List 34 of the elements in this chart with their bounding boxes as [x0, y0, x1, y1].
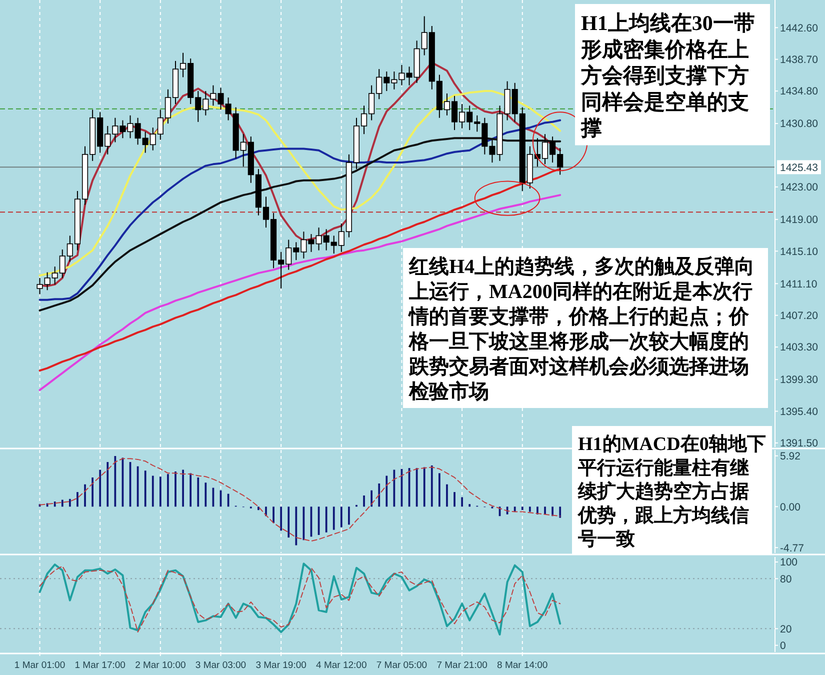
- x-tick-label: 7 Mar 05:00: [376, 660, 428, 671]
- text: H1上均线在30一带形成密集价格在上方会得到支撑下方同样会是空单的支撑: [580, 11, 755, 140]
- x-tick-label: 2 Mar 10:00: [135, 660, 186, 671]
- y-tick-label: 1415.10: [780, 246, 818, 258]
- x-tick-label: 1 Mar 01:00: [14, 660, 66, 671]
- y-tick-label: 1423.00: [780, 182, 818, 194]
- x-tick-label: 7 Mar 21:00: [436, 660, 488, 671]
- y-tick-label: 1411.10: [780, 278, 818, 290]
- y-tick-label: 1391.50: [780, 438, 818, 450]
- y-tick-label: 5.92: [780, 450, 801, 463]
- y-tick-label: 0.00: [780, 501, 801, 514]
- y-tick-label: 1438.70: [780, 54, 818, 66]
- line-series: [39, 458, 561, 542]
- ref-line-label: 1425.43: [780, 162, 818, 174]
- annotation: 红线H4上的趋势线，多次的触及反弹向上运行，MA200同样的在附近是本次行情的首要支撑带，价格上行的起点；价格一旦下坡这里将形成一次较大幅度的跌势交易者面对这样机会必须选择进场检验市场: [407, 255, 755, 403]
- y-tick-label: 1399.30: [780, 374, 818, 386]
- y-tick-label: 80: [780, 573, 792, 586]
- x-tick-label: 3 Mar 03:00: [195, 660, 246, 671]
- text: H1的MACD在0轴地下平行运行能量柱有继续扩大趋势空方占据优势，跟上方均线信号一致: [577, 433, 766, 550]
- y-tick-label: 1407.20: [780, 310, 818, 322]
- y-tick-label: 1430.80: [780, 118, 818, 130]
- x-tick-label: 1 Mar 17:00: [74, 660, 126, 671]
- y-tick-label: 1395.40: [780, 406, 818, 418]
- y-tick-label: 1442.60: [780, 22, 818, 34]
- x-tick-label: 8 Mar 14:00: [497, 660, 548, 671]
- y-tick-label: 1403.30: [780, 342, 818, 354]
- y-tick-label: -4.77: [780, 542, 804, 554]
- y-tick-label: 20: [780, 623, 792, 636]
- y-tick-label: 100: [780, 556, 798, 569]
- y-tick-label: 1419.00: [780, 214, 818, 226]
- x-tick-label: 4 Mar 12:00: [316, 660, 367, 671]
- y-tick-label: 1434.80: [780, 86, 818, 98]
- y-tick-label: 0: [780, 640, 786, 652]
- x-tick-label: 3 Mar 19:00: [256, 660, 306, 671]
